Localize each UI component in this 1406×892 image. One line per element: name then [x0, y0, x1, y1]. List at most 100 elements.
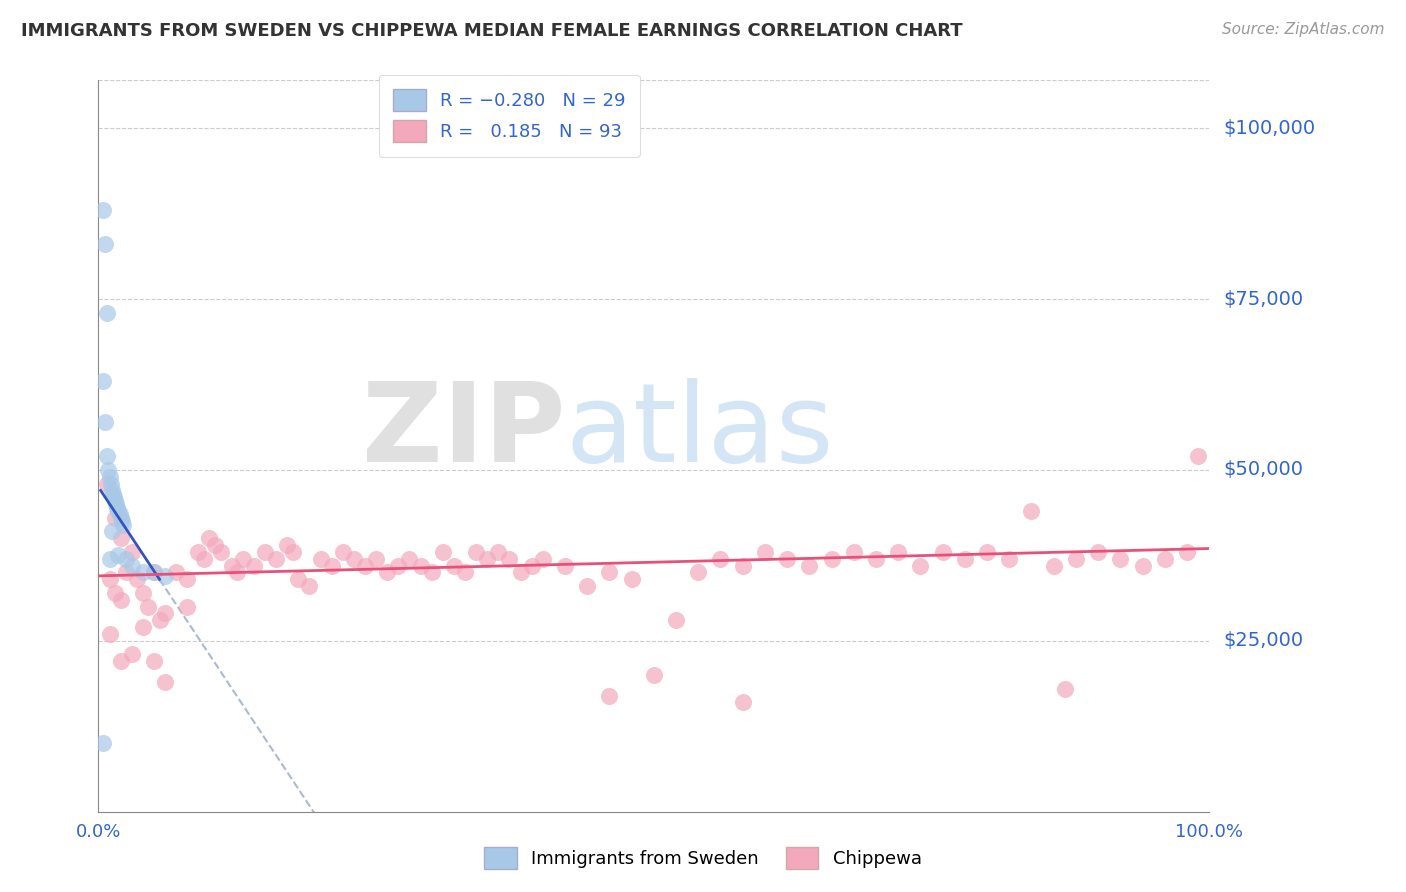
Point	[321, 558, 343, 573]
Legend: Immigrants from Sweden, Chippewa: Immigrants from Sweden, Chippewa	[475, 838, 931, 879]
Point	[94, 415, 117, 429]
Point	[366, 551, 388, 566]
Point	[486, 545, 509, 559]
Point	[465, 545, 488, 559]
Point	[110, 510, 132, 524]
Point	[1187, 449, 1209, 463]
Point	[343, 551, 366, 566]
Point	[309, 551, 332, 566]
Point	[104, 586, 127, 600]
Point	[104, 493, 127, 508]
Point	[1053, 681, 1076, 696]
Point	[100, 524, 122, 539]
Point	[204, 538, 226, 552]
Point	[121, 545, 143, 559]
Point	[98, 551, 121, 566]
Point	[97, 463, 120, 477]
Legend: R = −0.280   N = 29, R =   0.185   N = 93: R = −0.280 N = 29, R = 0.185 N = 93	[378, 75, 640, 157]
Point	[454, 566, 477, 580]
Point	[96, 306, 118, 320]
Text: atlas: atlas	[565, 378, 834, 485]
Point	[243, 558, 266, 573]
Point	[475, 551, 498, 566]
Text: $75,000: $75,000	[1223, 290, 1303, 309]
Point	[498, 551, 520, 566]
Point	[1042, 558, 1064, 573]
Point	[354, 558, 377, 573]
Point	[143, 654, 166, 668]
Point	[443, 558, 465, 573]
Point	[387, 558, 409, 573]
Point	[198, 531, 221, 545]
Point	[1132, 558, 1154, 573]
Point	[1087, 545, 1109, 559]
Point	[432, 545, 454, 559]
Point	[253, 545, 276, 559]
Point	[176, 599, 198, 614]
Point	[107, 549, 129, 563]
Point	[998, 551, 1021, 566]
Point	[620, 572, 643, 586]
Point	[98, 627, 121, 641]
Point	[107, 504, 129, 518]
Point	[865, 551, 887, 566]
Point	[132, 566, 155, 580]
Point	[176, 572, 198, 586]
Point	[91, 374, 114, 388]
Text: ZIP: ZIP	[361, 378, 565, 485]
Point	[221, 558, 243, 573]
Point	[554, 558, 576, 573]
Point	[910, 558, 932, 573]
Text: $100,000: $100,000	[1223, 119, 1315, 137]
Point	[187, 545, 209, 559]
Point	[132, 620, 155, 634]
Point	[108, 508, 131, 522]
Point	[115, 551, 138, 566]
Point	[842, 545, 865, 559]
Point	[111, 517, 134, 532]
Point	[643, 668, 665, 682]
Point	[264, 551, 287, 566]
Point	[105, 497, 128, 511]
Point	[409, 558, 432, 573]
Point	[598, 566, 620, 580]
Text: Source: ZipAtlas.com: Source: ZipAtlas.com	[1222, 22, 1385, 37]
Point	[799, 558, 821, 573]
Point	[1153, 551, 1175, 566]
Point	[887, 545, 910, 559]
Point	[276, 538, 298, 552]
Point	[731, 558, 754, 573]
Point	[132, 586, 155, 600]
Text: $25,000: $25,000	[1223, 632, 1303, 650]
Point	[232, 551, 254, 566]
Point	[1109, 551, 1132, 566]
Point	[98, 469, 121, 483]
Point	[731, 695, 754, 709]
Point	[375, 566, 398, 580]
Point	[98, 572, 121, 586]
Point	[115, 566, 138, 580]
Point	[96, 449, 118, 463]
Point	[598, 689, 620, 703]
Point	[153, 674, 176, 689]
Point	[281, 545, 304, 559]
Point	[105, 500, 128, 515]
Point	[103, 490, 125, 504]
Point	[110, 531, 132, 545]
Point	[121, 558, 143, 573]
Point	[688, 566, 710, 580]
Point	[143, 566, 166, 580]
Text: IMMIGRANTS FROM SWEDEN VS CHIPPEWA MEDIAN FEMALE EARNINGS CORRELATION CHART: IMMIGRANTS FROM SWEDEN VS CHIPPEWA MEDIA…	[21, 22, 963, 40]
Point	[976, 545, 998, 559]
Point	[226, 566, 249, 580]
Point	[1064, 551, 1087, 566]
Point	[931, 545, 953, 559]
Point	[520, 558, 543, 573]
Point	[754, 545, 776, 559]
Point	[127, 572, 149, 586]
Point	[153, 569, 176, 583]
Point	[101, 487, 124, 501]
Point	[104, 510, 127, 524]
Text: $50,000: $50,000	[1223, 460, 1303, 479]
Point	[298, 579, 321, 593]
